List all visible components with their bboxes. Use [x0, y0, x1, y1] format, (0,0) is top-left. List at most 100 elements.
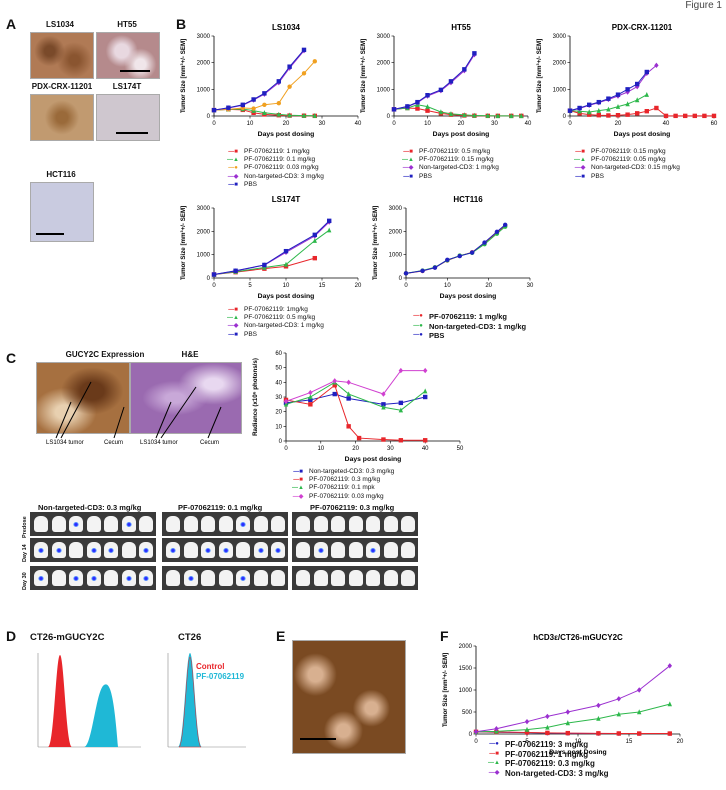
data-point	[683, 113, 688, 119]
x-axis-label: Days post dosing	[614, 131, 671, 138]
legend-marker: —■	[575, 173, 585, 180]
bioluminescence-signal	[125, 576, 132, 581]
legend-label: PF-07062119: 0.3 mg/kg	[505, 759, 595, 769]
mouse-image	[366, 570, 380, 586]
data-point	[423, 367, 428, 374]
x-tick-label: 20	[283, 121, 290, 127]
legend-pdx: —■ PF-07062119: 0.15 mg/kg —▲ PF-07062119: …	[572, 148, 680, 181]
data-point	[332, 378, 337, 384]
pf-histogram	[84, 684, 118, 747]
y-tick-label: 20	[275, 410, 282, 416]
data-point	[251, 97, 256, 102]
legend-marker: —▲	[402, 157, 414, 164]
data-point	[482, 240, 487, 245]
legend-label: PBS	[419, 172, 433, 180]
legend-marker: —▲	[574, 157, 586, 164]
x-tick-label: 30	[491, 121, 498, 127]
scale-bar	[116, 132, 148, 134]
mouse-image	[218, 516, 233, 532]
series-line	[393, 104, 522, 117]
chart-title: LS174T	[272, 195, 301, 204]
he-title: H&E	[181, 350, 199, 359]
flow-plot-right	[167, 653, 246, 748]
data-point	[425, 103, 430, 109]
legend-marker: —■	[228, 331, 238, 338]
ihc-image-pdx	[30, 94, 94, 141]
control-histogram	[48, 655, 72, 747]
annotation-cecum: Cecum	[200, 440, 220, 446]
legend-label: PF-07062119: 0.03 mg/kg	[309, 492, 384, 500]
y-tick-label: 0	[387, 114, 391, 120]
bli-image-panel	[162, 566, 288, 590]
ihc-label-ls1034: LS1034	[45, 20, 75, 29]
series-line	[213, 50, 305, 111]
legend-hct116: —● PF-07062119: 1 mg/kg —● Non-targeted-CD3…	[410, 312, 526, 341]
he-image	[130, 362, 242, 434]
mouse-image	[296, 542, 310, 558]
data-point	[495, 113, 501, 119]
mouse-image	[34, 516, 48, 532]
legend-ht55: —■ PF-07062119: 0.5 mg/kg —▲ PF-07062119: 0…	[400, 148, 499, 181]
legend-marker: —◆	[488, 769, 500, 776]
x-tick-label: 30	[387, 446, 394, 452]
series-pbs	[211, 47, 307, 113]
mouse-image	[69, 542, 83, 558]
data-point	[524, 726, 530, 732]
mouse-image	[183, 542, 198, 558]
mouse-image	[253, 516, 268, 532]
bioluminescence-signal	[257, 548, 264, 553]
x-tick-label: 30	[319, 121, 326, 127]
panel-letter-b: B	[176, 16, 187, 32]
data-point	[565, 709, 570, 715]
series-non-targeted-cd3-1-mg-kg	[391, 51, 477, 113]
bli-row-predose: Predose	[22, 516, 28, 538]
bli-title-nt: Non-targeted-CD3: 0.3 mg/kg	[38, 503, 142, 512]
legend-marker: —■	[293, 469, 303, 475]
y-tick-label: 1000	[197, 253, 211, 259]
x-tick-label: 40	[355, 121, 362, 127]
bli-image-panel	[162, 538, 288, 562]
x-axis-label: Days post dosing	[433, 131, 490, 138]
data-point	[398, 400, 404, 406]
data-point	[381, 391, 386, 397]
flow-title-ct26m: CT26-mGUCY2C	[30, 632, 105, 643]
bioluminescence-signal	[240, 576, 246, 581]
y-tick-label: 60	[275, 351, 282, 357]
chart-title: HCT116	[453, 195, 483, 204]
bioluminescence-signal	[38, 548, 44, 553]
data-point	[301, 71, 307, 76]
series-line	[569, 64, 657, 112]
series-pf-07062119-0-3-mg-kg	[473, 701, 672, 734]
scale-bar	[36, 233, 64, 235]
bioluminescence-signal	[370, 548, 376, 553]
y-axis-label: Tumor Size [mm³+/- SEM]	[360, 39, 367, 113]
x-axis-label: Days post dosing	[258, 131, 315, 138]
data-point	[226, 105, 231, 110]
panel-letter-f: F	[440, 628, 449, 644]
series-line	[405, 225, 506, 274]
legend-label: PF-07062119: 0.1 mg/kg	[244, 156, 316, 164]
series-line	[213, 229, 330, 275]
data-point	[423, 388, 428, 394]
legend-radiance: —■ Non-targeted-CD3: 0.3 mg/kg —■ PF-070621…	[290, 468, 394, 501]
mouse-image	[313, 516, 328, 532]
x-tick-label: 15	[319, 283, 326, 289]
data-point	[667, 731, 672, 736]
legend-entry: —■ PF-07062119: 0.5 mg/kg	[400, 148, 499, 156]
legend-label: PF-07062119: 3 mg/kg	[505, 740, 589, 749]
x-axis-label: Days post Dosing	[549, 749, 606, 756]
data-point	[211, 107, 217, 113]
data-point	[606, 106, 611, 112]
bli-image-panel	[292, 566, 418, 590]
data-point	[398, 407, 404, 413]
bioluminescence-signal	[73, 576, 79, 581]
x-tick-label: 30	[527, 283, 534, 289]
data-point	[596, 107, 601, 113]
bioluminescence-signal	[108, 548, 114, 553]
chart-title: HT55	[451, 23, 471, 32]
legend-hcd3: —● PF-07062119: 3 mg/kg —■ PF-07062119: 1 m…	[486, 740, 609, 778]
x-tick-label: 40	[663, 121, 670, 127]
data-point	[308, 394, 313, 400]
y-tick-label: 2000	[197, 229, 211, 235]
flow-plot-left	[37, 653, 141, 748]
